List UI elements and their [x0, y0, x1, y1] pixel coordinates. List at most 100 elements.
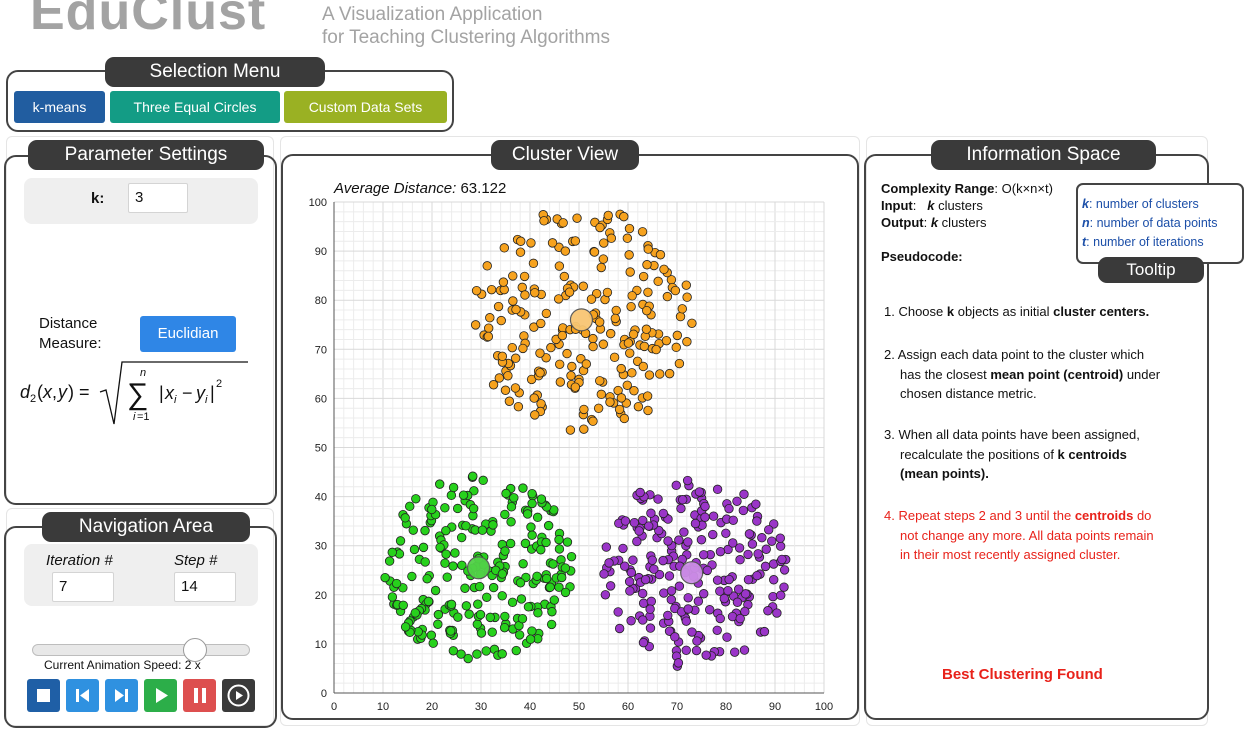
y-tick-label: 10 — [315, 639, 327, 651]
stop-button[interactable] — [27, 679, 60, 712]
auto-play-button[interactable] — [222, 679, 255, 712]
play-icon — [156, 688, 168, 703]
stop-icon — [37, 689, 50, 702]
iteration-input[interactable]: 7 — [52, 572, 114, 602]
data-point — [672, 330, 683, 341]
data-point — [564, 287, 575, 297]
dataset-button[interactable]: Three Equal Circles — [110, 91, 280, 123]
data-point — [670, 285, 681, 296]
data-point — [708, 511, 719, 521]
data-point — [683, 537, 693, 547]
x-tick-label: 30 — [475, 701, 487, 713]
data-point — [733, 584, 744, 594]
data-point — [570, 236, 581, 246]
custom-datasets-button[interactable]: Custom Data Sets — [284, 91, 447, 123]
data-point — [655, 250, 666, 260]
data-point — [638, 361, 648, 372]
data-point — [433, 619, 443, 629]
play-button[interactable] — [144, 679, 177, 712]
centroid-marker — [569, 308, 594, 332]
data-point — [488, 582, 499, 593]
data-point — [448, 646, 459, 656]
data-point — [618, 543, 628, 554]
data-point — [651, 344, 661, 355]
speed-slider-track[interactable] — [32, 644, 250, 656]
x-tick-label: 40 — [524, 701, 536, 713]
data-point — [614, 623, 625, 634]
data-point — [620, 516, 631, 526]
data-point — [570, 382, 581, 392]
step-input[interactable]: 14 — [174, 572, 236, 602]
data-point — [759, 626, 770, 637]
data-point — [779, 582, 789, 592]
data-point — [516, 594, 527, 604]
average-distance-value: 63.122 — [460, 180, 507, 197]
svg-text:i: i — [205, 394, 208, 406]
data-point — [526, 238, 536, 248]
data-point — [603, 210, 613, 221]
data-point — [633, 401, 644, 412]
data-point — [600, 590, 611, 600]
data-point — [391, 578, 402, 589]
data-point — [547, 607, 557, 617]
data-point — [772, 608, 782, 618]
data-point — [508, 296, 518, 306]
k-input[interactable]: 3 — [128, 183, 188, 213]
data-point — [533, 608, 543, 618]
x-tick-label: 100 — [815, 701, 833, 713]
data-point — [661, 335, 672, 346]
data-point — [541, 537, 551, 548]
data-point — [562, 348, 572, 359]
data-point — [476, 628, 487, 638]
data-point — [645, 604, 655, 614]
pause-button[interactable] — [183, 679, 216, 712]
speed-slider-handle[interactable] — [183, 638, 208, 662]
data-point — [655, 369, 665, 379]
complexity-value: : O(k×n×t) — [994, 181, 1053, 196]
algorithm-button[interactable]: k-means — [14, 91, 105, 123]
data-point — [507, 597, 518, 608]
data-point — [739, 645, 750, 655]
data-point — [676, 503, 686, 514]
data-point — [435, 479, 445, 489]
tooltip-k-key: k — [1082, 197, 1089, 211]
data-point — [532, 512, 543, 523]
data-point — [598, 339, 609, 349]
data-point — [515, 247, 526, 257]
data-point — [712, 484, 723, 495]
data-point — [647, 555, 657, 565]
data-point — [728, 538, 738, 548]
step-back-button[interactable] — [66, 679, 99, 712]
data-point — [530, 288, 540, 298]
data-point — [653, 276, 663, 287]
data-point — [638, 615, 648, 625]
data-point — [599, 569, 609, 579]
data-point — [545, 582, 555, 592]
data-point — [499, 622, 510, 633]
data-point — [767, 536, 777, 546]
data-point — [643, 287, 653, 298]
data-point — [628, 329, 639, 339]
svg-text:2: 2 — [30, 393, 36, 405]
svg-text:,: , — [52, 382, 57, 402]
data-point — [461, 521, 471, 531]
data-point — [423, 596, 434, 607]
step-forward-button[interactable] — [105, 679, 138, 712]
data-point — [624, 576, 635, 587]
data-point — [596, 262, 606, 273]
distance-measure-label: Distance Measure: — [39, 314, 102, 354]
data-point — [532, 571, 542, 581]
distance-measure-button[interactable]: Euclidian — [140, 316, 236, 352]
data-point — [523, 602, 534, 612]
data-point — [738, 505, 749, 516]
tooltip-box: k: number of clusters n: number of data … — [1076, 183, 1244, 264]
data-point — [503, 371, 513, 381]
data-point — [526, 522, 536, 532]
output-label: Output — [881, 215, 924, 230]
data-point — [644, 521, 654, 531]
data-point — [638, 637, 649, 648]
data-point — [623, 338, 634, 348]
data-point — [613, 607, 623, 617]
data-point — [691, 645, 702, 656]
data-point — [605, 581, 616, 591]
